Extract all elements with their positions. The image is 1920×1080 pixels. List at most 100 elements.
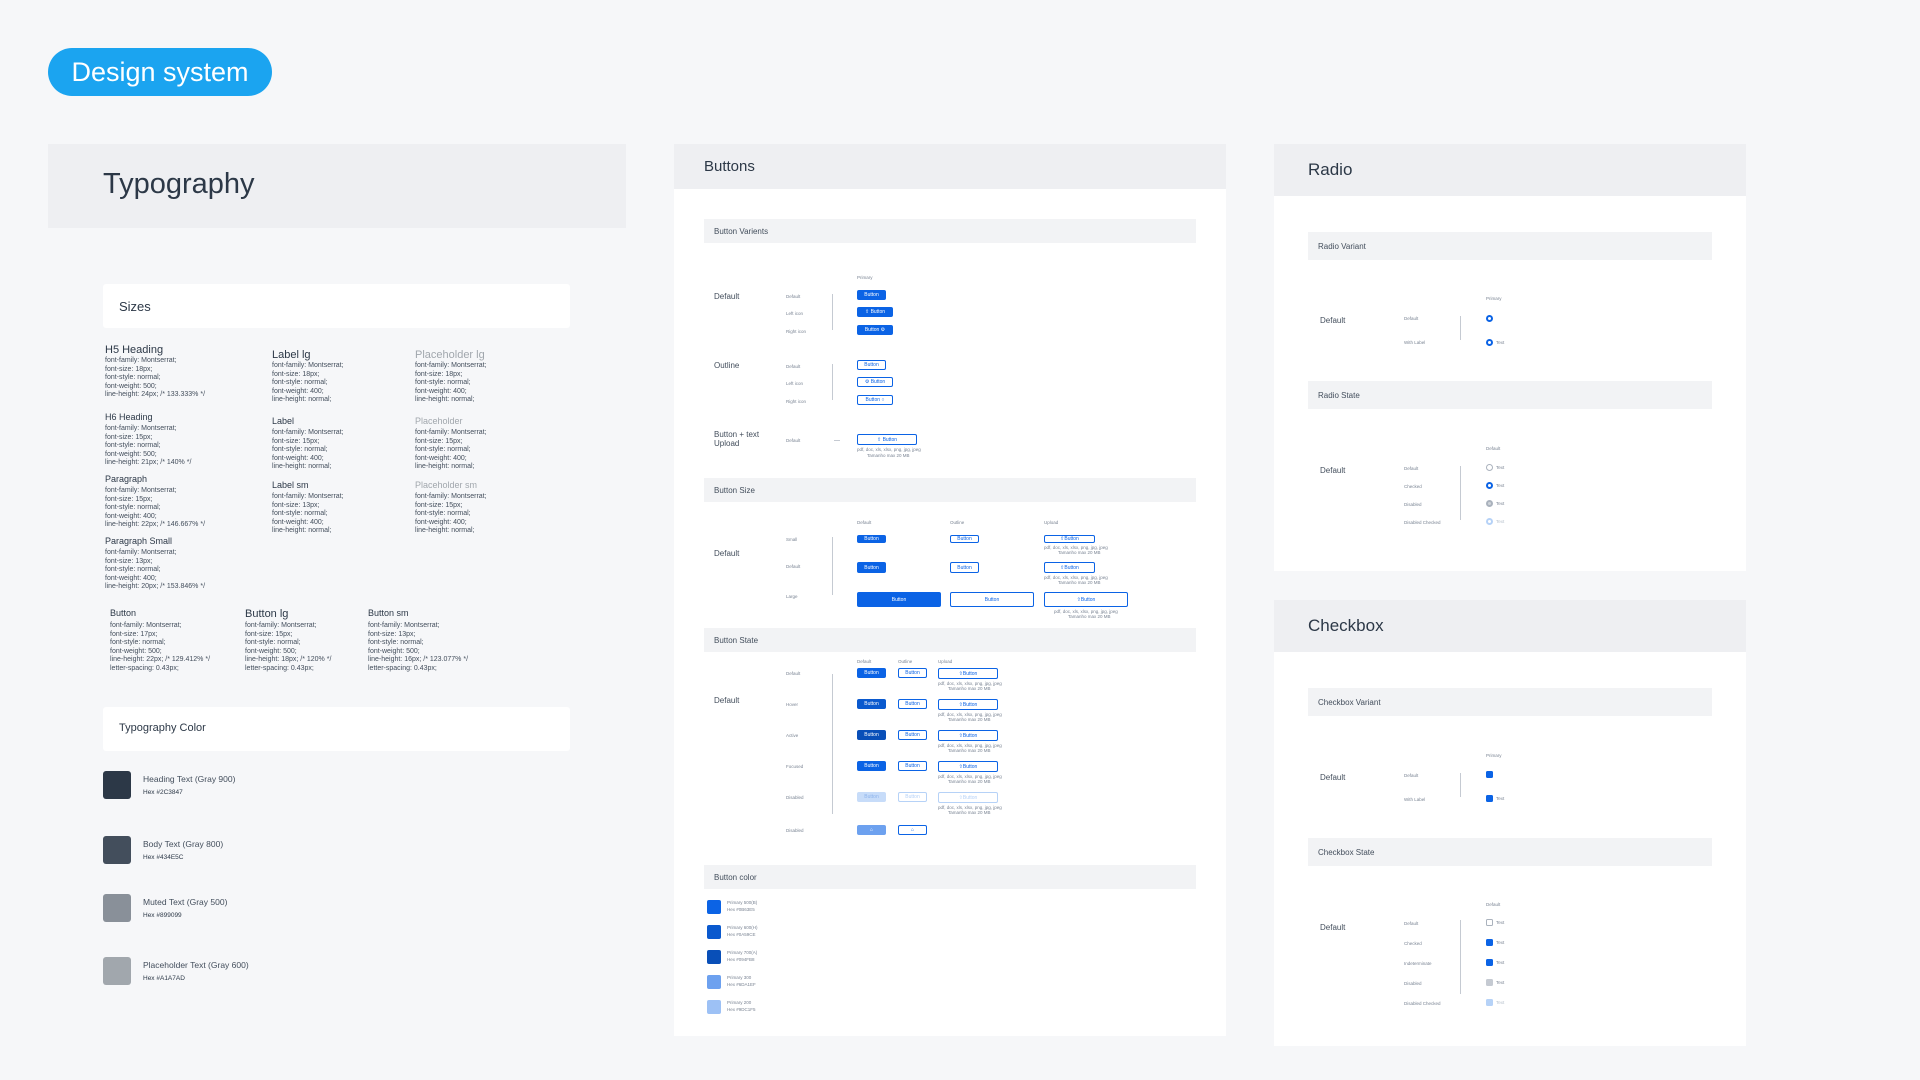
radio-state-control[interactable]: [1486, 500, 1493, 507]
upload-icon: ⇧: [958, 763, 963, 770]
type-style-name: Label sm: [272, 480, 309, 490]
type-style-props: font-family: Montserrat; font-size: 15px…: [105, 487, 206, 529]
type-style-name: Label: [272, 416, 295, 426]
state-primary-button[interactable]: Button: [857, 730, 886, 740]
radio-default[interactable]: [1486, 315, 1493, 322]
state-outline-button[interactable]: Button: [898, 699, 927, 709]
size-primary-button[interactable]: Button: [857, 592, 941, 607]
radio-state-bracket: [1460, 466, 1461, 520]
size-primary-button[interactable]: Button: [857, 535, 886, 543]
state-outline-button[interactable]: Button: [898, 668, 927, 678]
primary-left-icon-button[interactable]: ⇧ Button: [857, 307, 893, 317]
checkbox-default[interactable]: [1486, 771, 1493, 778]
type-button-name: Button lg: [245, 608, 289, 620]
checkbox-state-control[interactable]: [1486, 919, 1493, 926]
radio-state-label: Checked: [1404, 484, 1422, 489]
upload-icon: ⇧: [958, 670, 963, 677]
variants-col-primary: Primary: [857, 275, 873, 280]
radio-state-text: Text: [1496, 483, 1505, 488]
state-upload-button[interactable]: ⇧ Button: [938, 761, 998, 772]
upload-tick: [834, 440, 840, 441]
checkbox-state-row: Default: [1320, 923, 1346, 932]
state-icon-button[interactable]: ⌂: [857, 825, 886, 835]
circle-icon: ○: [880, 397, 885, 403]
state-sub-label: Focused: [786, 764, 804, 769]
type-style-name: Label lg: [272, 349, 311, 361]
radio-state-control[interactable]: [1486, 464, 1493, 471]
state-icon-outline-button[interactable]: ⌂: [898, 825, 927, 835]
btn-label: Button: [962, 763, 978, 770]
button-size-bar: Button Size: [704, 478, 1196, 502]
checkbox-sub-label: With Label: [1404, 797, 1426, 802]
size-outline-button[interactable]: Button: [950, 535, 979, 543]
radio-state-control[interactable]: [1486, 518, 1493, 525]
color-hex: Hex #A1A7AD: [143, 975, 185, 982]
size-upload-hint: pdf, doc, xls, xlsx, png, jpg, jpeg: [1044, 545, 1108, 550]
upload-button[interactable]: ⇧ Button: [857, 434, 917, 445]
size-upload-button[interactable]: ⇧ Button: [1044, 562, 1095, 573]
checkbox-state-control[interactable]: [1486, 999, 1493, 1006]
home-icon: ⌂: [910, 827, 915, 833]
variant-sub-left: Left icon: [786, 311, 804, 316]
btn-label: Button: [1064, 564, 1079, 571]
primary-button[interactable]: Button: [857, 290, 886, 300]
state-primary-button[interactable]: Button: [857, 792, 886, 802]
radio-state-bar: Radio State: [1308, 381, 1712, 409]
size-upload-button[interactable]: ⇧ Button: [1044, 535, 1095, 543]
checkbox-state-control[interactable]: [1486, 959, 1493, 966]
radio-state-text: Text: [1496, 501, 1505, 506]
size-outline-button[interactable]: Button: [950, 592, 1034, 607]
state-upload-max: Tamanho max 20 MB: [948, 748, 991, 753]
size-bracket: [832, 537, 833, 595]
btn-label: Button: [870, 379, 886, 385]
state-upload-button[interactable]: ⇧ Button: [938, 792, 998, 803]
upload-max: Tamanho max 20 MB: [867, 453, 910, 458]
type-style-name: H6 Heading: [105, 412, 153, 422]
state-outline-button[interactable]: Button: [898, 761, 927, 771]
state-upload-button[interactable]: ⇧ Button: [938, 730, 998, 741]
btn-label: Button: [962, 732, 978, 739]
type-button-props: font-family: Montserrat; font-size: 17px…: [110, 622, 211, 672]
outline-button[interactable]: Button: [857, 360, 886, 370]
checkbox-variant-row: Default: [1320, 773, 1346, 782]
radio-state-label: Default: [1404, 466, 1419, 471]
radio-state-label: Disabled Checked: [1404, 520, 1441, 525]
size-primary-button[interactable]: Button: [857, 562, 886, 573]
type-button-name: Button: [110, 608, 137, 618]
outline-left-icon-button[interactable]: ⚙ Button: [857, 377, 893, 387]
outline-bracket: [832, 364, 833, 400]
state-primary-button[interactable]: Button: [857, 761, 886, 771]
radio-with-label[interactable]: [1486, 339, 1493, 346]
type-style-name: Paragraph Small: [105, 536, 173, 546]
state-upload-button[interactable]: ⇧ Button: [938, 699, 998, 710]
state-col-label: Outline: [898, 659, 913, 664]
checkbox-state-control[interactable]: [1486, 939, 1493, 946]
primary-right-icon-button[interactable]: Button ⚙: [857, 325, 893, 335]
state-primary-button[interactable]: Button: [857, 668, 886, 678]
outline-right-icon-button[interactable]: Button ○: [857, 395, 893, 405]
button-variants-bar: Button Varients: [704, 219, 1196, 243]
size-upload-hint: pdf, doc, xls, xlsx, png, jpg, jpeg: [1054, 609, 1118, 614]
radio-state-control[interactable]: [1486, 482, 1493, 489]
state-sub-label: Disabled: [786, 795, 804, 800]
home-icon: ⌂: [869, 827, 874, 833]
btn-label: Button: [865, 397, 881, 403]
type-style-props: font-family: Montserrat; font-size: 15px…: [105, 425, 192, 467]
buttons-title: Buttons: [704, 158, 755, 175]
checkbox-state-text: Text: [1496, 940, 1505, 945]
checkbox-state-control[interactable]: [1486, 979, 1493, 986]
checkbox-with-label[interactable]: [1486, 795, 1493, 802]
typography-header: Typography: [48, 144, 626, 228]
size-outline-button[interactable]: Button: [950, 562, 979, 573]
state-outline-button[interactable]: Button: [898, 730, 927, 740]
state-primary-button[interactable]: Button: [857, 699, 886, 709]
button-color-swatch: [707, 900, 721, 914]
btn-label: Button: [1064, 536, 1079, 542]
state-upload-button[interactable]: ⇧ Button: [938, 668, 998, 679]
state-outline-button[interactable]: Button: [898, 792, 927, 802]
button-color-hex: Hex #6DA1EF: [727, 982, 756, 987]
color-swatch: [103, 836, 131, 864]
size-upload-button[interactable]: ⇧ Button: [1044, 592, 1128, 607]
state-sub-label: Default: [786, 671, 801, 676]
color-name: Body Text (Gray 800): [143, 839, 224, 849]
